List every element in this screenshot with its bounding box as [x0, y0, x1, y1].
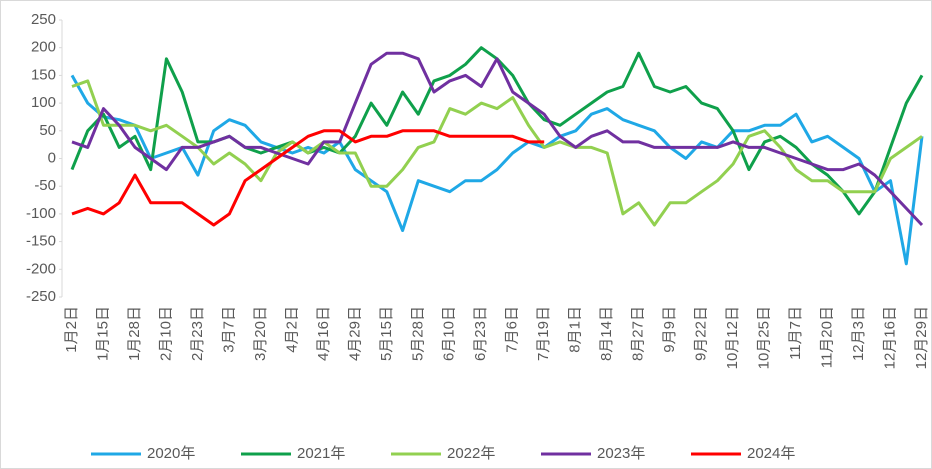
- y-tick-label: 150: [31, 66, 56, 83]
- x-tick-label: 10月25日: [756, 306, 773, 369]
- x-tick-label: 8月1日: [567, 306, 584, 353]
- line-series: [71, 129, 545, 227]
- y-tick-label: 50: [39, 122, 56, 139]
- x-tick-label: 5月28日: [409, 306, 426, 361]
- x-tick-label: 9月22日: [693, 306, 710, 361]
- y-tick-label: -50: [34, 177, 56, 194]
- x-tick-label: 1月15日: [94, 306, 111, 361]
- x-tick-label: 8月14日: [598, 306, 615, 361]
- y-tick-label: 200: [31, 39, 56, 56]
- line-series: [71, 51, 924, 227]
- x-tick-label: 8月27日: [630, 306, 647, 361]
- legend-label: 2022年: [447, 445, 495, 462]
- x-tick-label: 4月2日: [283, 306, 300, 353]
- y-tick-label: 250: [31, 11, 56, 28]
- legend-label: 2023年: [597, 445, 645, 462]
- x-tick-label: 2月23日: [189, 306, 206, 361]
- line-series: [70, 74, 924, 266]
- x-tick-label: 11月20日: [819, 306, 836, 368]
- x-tick-label: 3月7日: [220, 306, 237, 353]
- x-tick-label: 7月6日: [504, 306, 521, 353]
- x-tick-label: 7月19日: [535, 306, 552, 361]
- x-tick-label: 5月15日: [378, 306, 395, 361]
- x-tick-label: 1月28日: [126, 306, 143, 361]
- x-tick-label: 6月23日: [472, 306, 489, 361]
- legend-label: 2024年: [747, 445, 795, 462]
- y-tick-label: -150: [26, 233, 56, 250]
- y-tick-label: 0: [48, 149, 56, 166]
- x-tick-label: 12月3日: [850, 306, 867, 361]
- x-tick-label: 2月10日: [157, 306, 174, 361]
- y-tick-label: -250: [26, 288, 56, 305]
- x-tick-label: 9月9日: [661, 306, 678, 353]
- x-tick-label: 4月29日: [346, 306, 363, 361]
- line-series: [71, 79, 923, 227]
- legend-label: 2020年: [147, 445, 195, 462]
- y-tick-label: -200: [26, 260, 56, 277]
- legend-label: 2021年: [297, 445, 345, 462]
- x-tick-label: 11月7日: [787, 306, 804, 360]
- x-tick-label: 12月29日: [913, 306, 930, 369]
- x-tick-label: 1月2日: [63, 306, 80, 353]
- x-tick-label: 4月16日: [315, 306, 332, 361]
- y-tick-label: -100: [26, 205, 56, 222]
- y-tick-label: 100: [31, 94, 56, 111]
- x-tick-label: 6月10日: [441, 306, 458, 361]
- x-tick-label: 3月20日: [252, 306, 269, 361]
- x-tick-label: 12月16日: [881, 306, 898, 369]
- x-tick-label: 10月12日: [724, 306, 741, 369]
